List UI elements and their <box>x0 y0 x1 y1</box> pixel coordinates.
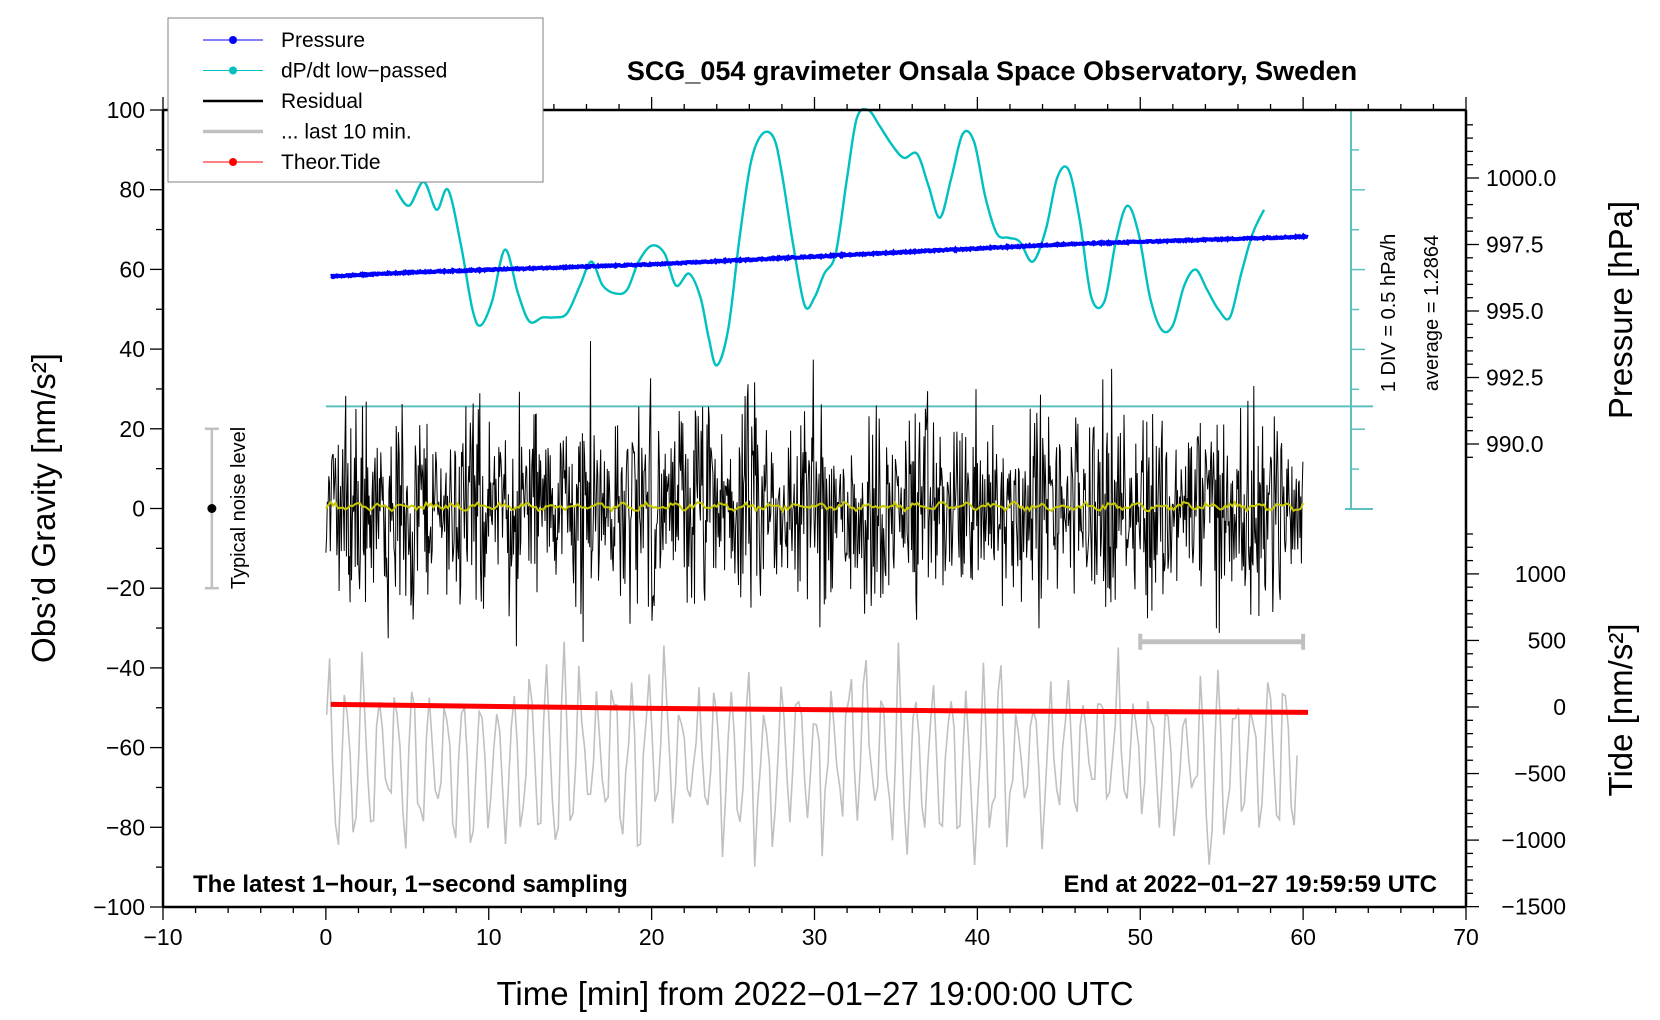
x-tick-label: 50 <box>1127 924 1153 950</box>
y-tick-label-left: −80 <box>106 814 145 840</box>
legend-marker-0 <box>229 36 237 44</box>
end-time-note: End at 2022−01−27 19:59:59 UTC <box>1063 871 1437 898</box>
dpdt-line <box>394 107 1266 367</box>
y-tick-label-pressure: 995.0 <box>1486 298 1544 324</box>
chart-title: SCG_054 gravimeter Onsala Space Observat… <box>627 56 1357 86</box>
legend-label-2: Residual <box>281 90 363 113</box>
legend-label-0: Pressure <box>281 29 365 52</box>
y-tick-label-left: −20 <box>106 575 145 601</box>
x-tick-label: 0 <box>319 924 332 950</box>
y-tick-label-tide: −1000 <box>1501 827 1566 853</box>
residual-lowpass-line <box>325 500 1305 514</box>
y-tick-label-pressure: 997.5 <box>1486 232 1544 258</box>
legend-label-4: Theor.Tide <box>281 151 381 174</box>
pressure-layer <box>330 232 1309 280</box>
average-label: average = 1.2864 <box>1421 235 1443 391</box>
x-tick-label: 70 <box>1453 924 1479 950</box>
pressure-line <box>330 232 1309 280</box>
y-axis-title-pressure: Pressure [hPa] <box>1602 201 1639 419</box>
y-tick-label-tide: 1000 <box>1515 561 1566 587</box>
y-tick-label-tide: −1500 <box>1501 894 1566 920</box>
y-tick-label-left: 0 <box>132 496 145 522</box>
residual-line <box>325 340 1304 647</box>
y-axis-title-tide: Tide [nm/s²] <box>1602 624 1639 797</box>
y-tick-label-left: −100 <box>93 894 145 920</box>
y-tick-label-tide: −500 <box>1514 761 1566 787</box>
theor-tide-line <box>330 701 1309 715</box>
x-tick-label: −10 <box>143 924 182 950</box>
x-tick-label: 20 <box>639 924 665 950</box>
y-tick-label-left: 80 <box>119 177 145 203</box>
legend-marker-1 <box>229 66 237 75</box>
last-10min-line <box>325 641 1298 867</box>
legend: Pressure dP/dt low−passed Residual ... last… <box>167 17 544 183</box>
y-tick-label-left: 100 <box>107 97 145 123</box>
y-tick-label-pressure: 990.0 <box>1486 431 1544 457</box>
x-tick-label: 30 <box>802 924 828 950</box>
residual-layer <box>325 340 1305 647</box>
y-tick-label-pressure: 992.5 <box>1486 365 1544 391</box>
sampling-note: The latest 1−hour, 1−second sampling <box>193 871 628 898</box>
scale-div-label: 1 DIV = 0.5 hPa/h <box>1378 234 1400 392</box>
x-tick-label: 40 <box>965 924 991 950</box>
y-tick-label-left: 40 <box>119 336 145 362</box>
axes-layer: −10 0 10 20 30 40 50 60 70100806040200−20−40−60−… <box>93 97 1566 950</box>
legend-marker-4 <box>229 158 237 166</box>
noise-level-label: Typical noise level <box>228 427 250 589</box>
x-axis-title: Time [min] from 2022−01−27 19:00:00 UTC <box>496 975 1133 1012</box>
noise-level-dot <box>207 504 217 513</box>
x-tick-label: 10 <box>476 924 502 950</box>
y-tick-label-pressure: 1000.0 <box>1486 165 1556 191</box>
y-tick-label-left: 20 <box>119 416 145 442</box>
legend-label-3: ... last 10 min. <box>281 121 412 144</box>
y-tick-label-left: −60 <box>106 735 145 761</box>
y-tick-label-tide: 500 <box>1528 627 1566 653</box>
y-tick-label-tide: 0 <box>1553 694 1566 720</box>
y-tick-label-left: 60 <box>119 256 145 282</box>
tide-layer <box>325 633 1309 867</box>
legend-label-1: dP/dt low−passed <box>281 60 447 83</box>
x-tick-label: 60 <box>1290 924 1316 950</box>
y-axis-title-left: Obs’d Gravity [nm/s²] <box>25 353 62 663</box>
y-tick-label-left: −40 <box>106 655 145 681</box>
